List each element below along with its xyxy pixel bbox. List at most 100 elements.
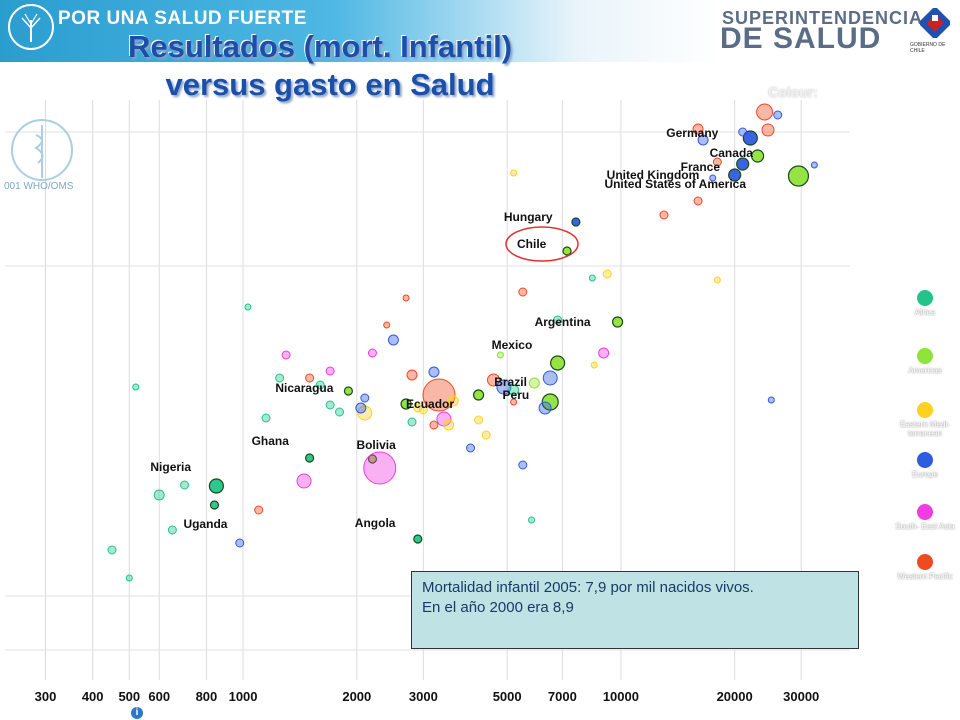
point[interactable]: [518, 460, 528, 470]
x-tick-label: 5000: [493, 689, 522, 704]
point[interactable]: [692, 123, 704, 135]
point[interactable]: [588, 274, 596, 282]
tree-logo-icon: [8, 4, 54, 50]
label-mexico: Mexico: [492, 338, 533, 352]
point[interactable]: [590, 361, 598, 369]
point[interactable]: [486, 373, 500, 387]
point[interactable]: [481, 430, 491, 440]
point[interactable]: [281, 350, 291, 360]
point[interactable]: [254, 505, 264, 515]
point[interactable]: [496, 351, 504, 359]
point[interactable]: [773, 110, 783, 120]
point-nicaragua[interactable]: [343, 386, 353, 396]
point[interactable]: [810, 161, 818, 169]
point[interactable]: [466, 443, 476, 453]
point[interactable]: [553, 315, 563, 325]
point[interactable]: [474, 415, 484, 425]
point[interactable]: [244, 303, 252, 311]
point-brazil[interactable]: [541, 393, 559, 411]
point[interactable]: [305, 373, 315, 383]
point[interactable]: [235, 538, 245, 548]
label-canada: Canada: [710, 146, 754, 160]
point-united-states-of-america[interactable]: [787, 165, 810, 187]
point[interactable]: [413, 403, 423, 413]
point-bolivia[interactable]: [367, 454, 378, 464]
legend-item[interactable]: Eastern Medi- terranean: [890, 402, 960, 438]
point[interactable]: [767, 396, 775, 404]
legend-item[interactable]: Europe: [890, 452, 960, 479]
point[interactable]: [402, 294, 410, 302]
legend-item[interactable]: South- East Asia: [890, 504, 960, 531]
point[interactable]: [598, 347, 610, 359]
legend-item[interactable]: Americas: [890, 348, 960, 375]
point[interactable]: [387, 334, 399, 346]
point[interactable]: [357, 405, 373, 421]
point[interactable]: [335, 407, 345, 417]
point[interactable]: [528, 377, 540, 389]
point[interactable]: [275, 373, 285, 383]
point[interactable]: [360, 393, 370, 403]
legend-item[interactable]: Africa: [890, 290, 960, 317]
point[interactable]: [428, 366, 440, 378]
info-icon[interactable]: i: [131, 707, 143, 719]
point[interactable]: [659, 210, 669, 220]
point[interactable]: [407, 417, 417, 427]
point-chile[interactable]: [562, 246, 572, 256]
point[interactable]: [315, 380, 325, 390]
point[interactable]: [709, 174, 717, 182]
point-canada[interactable]: [751, 149, 765, 163]
point[interactable]: [325, 366, 335, 376]
point-hungary[interactable]: [571, 217, 581, 227]
point[interactable]: [538, 401, 552, 415]
point[interactable]: [325, 400, 335, 410]
point[interactable]: [602, 269, 612, 279]
point[interactable]: [153, 489, 165, 501]
point-argentina[interactable]: [612, 316, 624, 328]
point[interactable]: [496, 379, 512, 395]
point-ghana[interactable]: [304, 453, 315, 463]
x-tick-label: 7000: [548, 689, 577, 704]
point[interactable]: [296, 473, 312, 489]
point[interactable]: [761, 123, 775, 137]
point[interactable]: [383, 321, 391, 329]
point[interactable]: [756, 103, 774, 121]
point[interactable]: [167, 525, 177, 535]
point[interactable]: [107, 545, 117, 555]
point[interactable]: [510, 398, 518, 406]
point[interactable]: [713, 276, 721, 284]
point[interactable]: [429, 420, 439, 430]
point-angola[interactable]: [413, 534, 423, 544]
point[interactable]: [132, 383, 140, 391]
legend-label: Europe: [912, 470, 938, 479]
point-uganda[interactable]: [209, 500, 220, 510]
point[interactable]: [712, 157, 722, 167]
x-axis-tick-labels: 300 400 500 600 800 1000 2000 3000 5000 7000 10000…: [35, 689, 820, 704]
point[interactable]: [738, 127, 748, 137]
point[interactable]: [697, 134, 709, 146]
legend-dot-icon: [917, 452, 933, 468]
point[interactable]: [422, 378, 456, 412]
point[interactable]: [180, 480, 190, 490]
point[interactable]: [518, 287, 528, 297]
point[interactable]: [528, 516, 536, 524]
point[interactable]: [261, 413, 271, 423]
point-nigeria[interactable]: [208, 478, 224, 494]
point[interactable]: [510, 169, 518, 177]
point[interactable]: [542, 370, 558, 386]
point[interactable]: [443, 419, 455, 431]
legend-item[interactable]: Western Pacific: [890, 554, 960, 581]
point-mexico[interactable]: [550, 355, 566, 371]
point[interactable]: [693, 196, 703, 206]
point[interactable]: [363, 451, 397, 485]
point-peru[interactable]: [472, 389, 485, 401]
point-germany[interactable]: [742, 130, 758, 146]
point[interactable]: [406, 369, 418, 381]
point[interactable]: [125, 574, 133, 582]
point[interactable]: [508, 384, 520, 396]
point-united-kingdom[interactable]: [728, 168, 742, 182]
point[interactable]: [355, 402, 367, 414]
point[interactable]: [447, 395, 459, 407]
point[interactable]: [367, 348, 377, 358]
point-ecuador[interactable]: [400, 398, 412, 410]
point-france[interactable]: [736, 157, 750, 171]
